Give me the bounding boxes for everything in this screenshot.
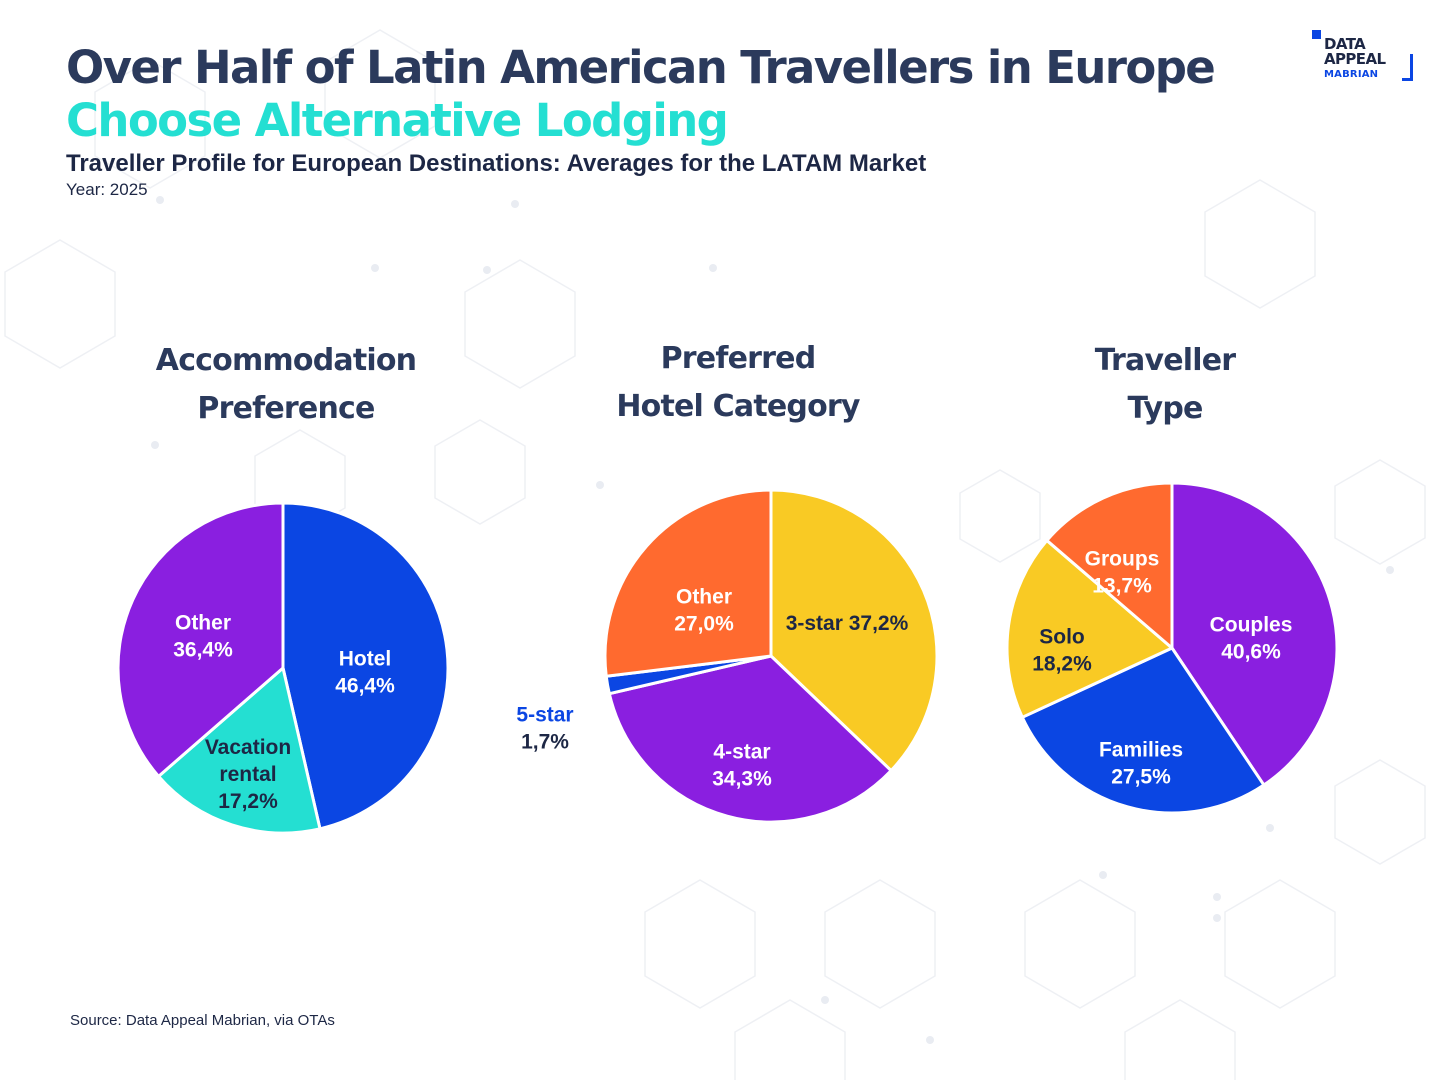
year-label: Year: 2025 bbox=[66, 180, 148, 199]
slice-value-other: 27,0% bbox=[674, 613, 734, 636]
page-title: Over Half of Latin American Travellers i… bbox=[66, 41, 1216, 94]
pie-chart-3: Couples 40,6% Families 27,5% Solo 18,2% Groups… bbox=[1005, 481, 1339, 815]
slice-label-other: Other bbox=[676, 586, 732, 609]
slice-label-4-star: 4-star bbox=[713, 741, 770, 764]
slice-value-vacation-rental: 17,2% bbox=[218, 790, 278, 813]
pie-slice-groups bbox=[1045, 481, 1174, 650]
chart-1-title-line1: Accommodation bbox=[155, 343, 417, 378]
slice-value-solo: 18,2% bbox=[1032, 653, 1092, 676]
pie-slice-hotel bbox=[281, 501, 450, 831]
chart-3-title-line2: Type bbox=[1127, 391, 1203, 426]
slice-label-hotel: Hotel bbox=[339, 648, 392, 671]
slice-value-couples: 40,6% bbox=[1221, 641, 1281, 664]
chart-3-title-line1: Traveller bbox=[1094, 343, 1236, 378]
pie-slice-couples bbox=[1170, 481, 1339, 787]
slice-label-3-star: 3-star 37,2% bbox=[786, 612, 909, 635]
logo-line-appeal: APPEAL bbox=[1324, 50, 1386, 68]
slice-label-other: Other bbox=[175, 612, 231, 635]
pie-slice-other bbox=[603, 488, 773, 678]
pie-slice-vacation-rental bbox=[157, 666, 322, 835]
page-title-highlight: Choose Alternative Lodging bbox=[66, 94, 729, 147]
slice-value-hotel: 46,4% bbox=[335, 675, 395, 698]
header: Over Half of Latin American Travellers i… bbox=[66, 40, 1216, 200]
slice-value-families: 27,5% bbox=[1111, 766, 1171, 789]
pie-chart-1: Hotel 46,4% Vacation rental 17,2% Other 36,4% bbox=[116, 501, 450, 835]
source-note: Source: Data Appeal Mabrian, via OTAs bbox=[70, 1012, 335, 1029]
chart-3-title: Traveller Type bbox=[985, 337, 1345, 433]
logo-line-data: DATA bbox=[1324, 35, 1366, 53]
logo-square-icon bbox=[1312, 30, 1321, 39]
slice-value-4-star: 34,3% bbox=[712, 768, 772, 791]
chart-2-title-line2: Hotel Category bbox=[616, 389, 860, 424]
pie-slice-other bbox=[116, 501, 285, 778]
slice-label-couples: Couples bbox=[1210, 614, 1293, 637]
logo-wordmark: DATA APPEAL bbox=[1324, 35, 1386, 68]
logo-bracket-icon bbox=[1402, 54, 1413, 81]
chart-2-title-line1: Preferred bbox=[660, 341, 817, 376]
page-subtitle: Traveller Profile for European Destinati… bbox=[66, 150, 927, 177]
pie-chart-2: 3-star 37,2% 4-star 34,3% 5-star 1,7% Other 27… bbox=[516, 488, 939, 824]
slice-value-5-star: 1,7% bbox=[521, 731, 569, 754]
pie-slice-3-star bbox=[769, 488, 939, 773]
slice-label-vacation-rental: rental bbox=[219, 763, 276, 786]
slice-value-groups: 13,7% bbox=[1092, 575, 1152, 598]
slice-label-solo: Solo bbox=[1039, 626, 1085, 649]
logo-line-mabrian: MABRIAN bbox=[1324, 69, 1379, 80]
slice-label-families: Families bbox=[1099, 739, 1183, 762]
slice-label-5-star: 5-star bbox=[516, 704, 573, 727]
pie-slice-families bbox=[1020, 646, 1266, 815]
slice-label-groups: Groups bbox=[1085, 548, 1160, 571]
slice-value-other: 36,4% bbox=[173, 639, 233, 662]
pie-slice-4-star bbox=[607, 654, 893, 824]
chart-1-title: Accommodation Preference bbox=[106, 337, 466, 433]
slice-label-vacation-rental: Vacation bbox=[205, 736, 291, 759]
chart-1-title-line2: Preference bbox=[197, 391, 375, 426]
data-appeal-logo: DATA APPEAL MABRIAN bbox=[1312, 30, 1416, 84]
pie-slice-solo bbox=[1005, 538, 1174, 719]
chart-2-title: Preferred Hotel Category bbox=[558, 335, 918, 431]
